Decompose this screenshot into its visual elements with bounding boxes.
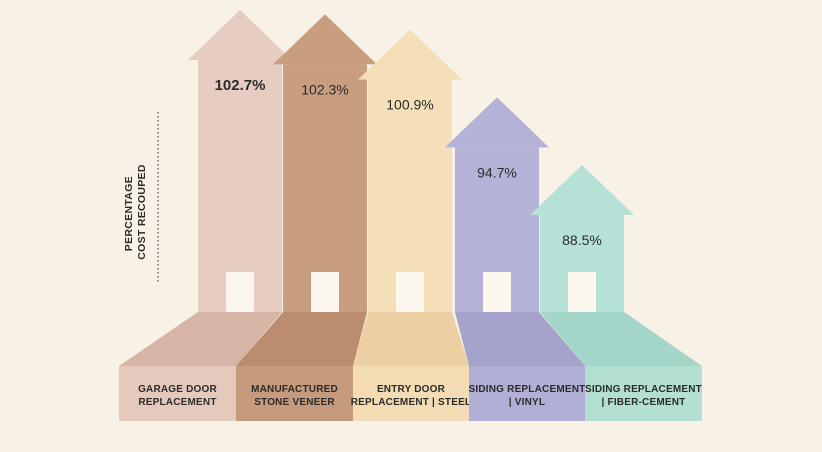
house-body bbox=[283, 64, 367, 312]
house-roof bbox=[273, 14, 377, 65]
category-label-line: ENTRY DOOR bbox=[377, 384, 446, 395]
house-roof bbox=[445, 97, 549, 148]
house-door bbox=[396, 272, 424, 312]
house-bar: 94.7% SIDING REPLACEMENT | VINYL bbox=[445, 97, 585, 421]
house-roof bbox=[188, 10, 292, 60]
house-bar: 100.9% ENTRY DOOR REPLACEMENT | STEEL bbox=[351, 29, 472, 421]
house-body bbox=[198, 60, 282, 312]
y-axis-label-line-2: COST RECOUPED bbox=[136, 164, 148, 260]
house-door bbox=[226, 272, 254, 312]
category-label-line: GARAGE DOOR bbox=[138, 384, 217, 395]
category-label-line: REPLACEMENT | STEEL bbox=[351, 397, 472, 408]
y-axis-label: PERCENTAGE COST RECOUPED bbox=[123, 164, 148, 260]
category-label-line: SIDING REPLACEMENT bbox=[585, 384, 702, 395]
category-label-box bbox=[585, 366, 702, 421]
category-label: MANUFACTURED STONE VENEER bbox=[251, 384, 338, 408]
category-label-box bbox=[353, 366, 469, 421]
y-axis-label-line-1: PERCENTAGE bbox=[123, 176, 135, 251]
house-base bbox=[236, 312, 367, 366]
category-label-box bbox=[119, 366, 236, 421]
house-base bbox=[119, 312, 282, 366]
category-label: ENTRY DOOR REPLACEMENT | STEEL bbox=[351, 384, 472, 408]
house-door bbox=[311, 272, 339, 312]
house-bar: 88.5% SIDING REPLACEMENT | FIBER-CEMENT bbox=[530, 165, 702, 421]
house-base bbox=[353, 312, 469, 366]
value-label: 102.3% bbox=[301, 81, 348, 97]
house-bar: 102.7% GARAGE DOOR REPLACEMENT bbox=[119, 10, 292, 421]
category-label-line: | FIBER-CEMENT bbox=[602, 397, 686, 408]
house-roof bbox=[530, 165, 634, 215]
category-label-line: MANUFACTURED bbox=[251, 384, 338, 395]
house-bars: 102.7% GARAGE DOOR REPLACEMENT 102.3% MANUFA… bbox=[119, 10, 702, 421]
house-base bbox=[455, 312, 585, 366]
category-label-line: STONE VENEER bbox=[254, 397, 335, 408]
category-label: GARAGE DOOR REPLACEMENT bbox=[138, 384, 217, 408]
value-label: 102.7% bbox=[215, 77, 266, 94]
category-label: SIDING REPLACEMENT | FIBER-CEMENT bbox=[585, 384, 702, 408]
house-door bbox=[568, 272, 596, 312]
house-bar: 102.3% MANUFACTURED STONE VENEER bbox=[236, 14, 377, 421]
category-label-box bbox=[236, 366, 353, 421]
category-label-line: REPLACEMENT bbox=[138, 397, 216, 408]
house-roof bbox=[358, 29, 462, 80]
value-label: 100.9% bbox=[386, 97, 433, 113]
category-label-box bbox=[469, 366, 585, 421]
house-door bbox=[483, 272, 511, 312]
value-label: 88.5% bbox=[562, 232, 602, 248]
house-base bbox=[540, 312, 702, 366]
value-label: 94.7% bbox=[477, 164, 517, 180]
category-label: SIDING REPLACEMENT | VINYL bbox=[469, 384, 586, 408]
category-label-line: SIDING REPLACEMENT bbox=[469, 384, 586, 395]
category-label-line: | VINYL bbox=[509, 397, 545, 408]
